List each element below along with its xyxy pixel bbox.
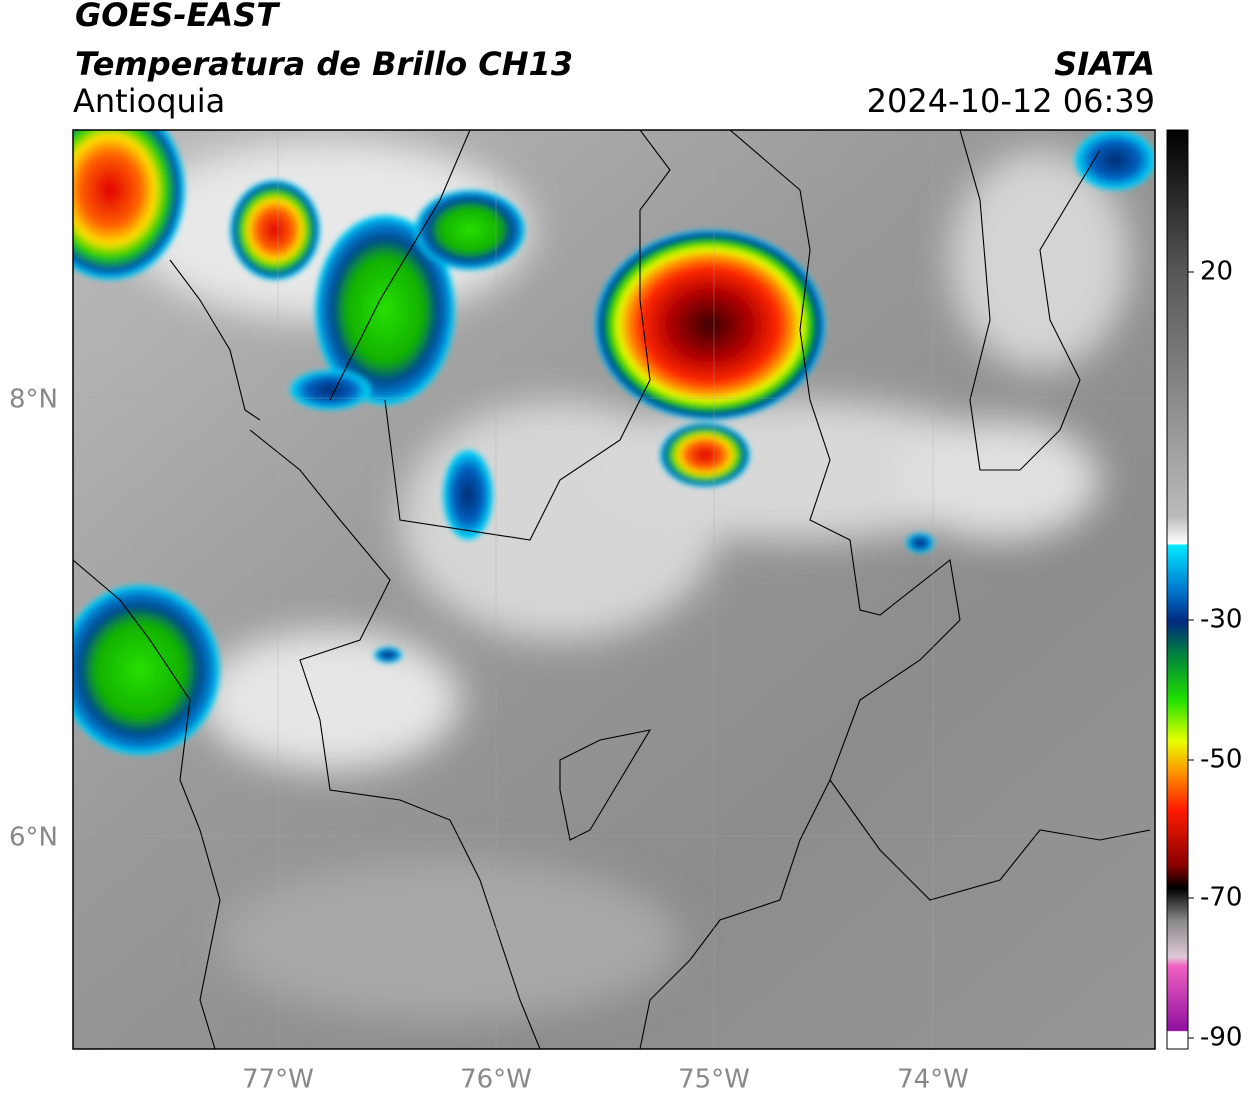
colorbar-label: -70 bbox=[1200, 883, 1242, 913]
graticule bbox=[73, 130, 1155, 1049]
colorbar-label: -90 bbox=[1200, 1023, 1242, 1053]
satellite-image bbox=[73, 130, 1155, 1049]
title: GOES-EAST bbox=[75, 0, 280, 34]
convective-cells bbox=[73, 130, 1155, 755]
colorbar-ticks bbox=[1188, 271, 1194, 1039]
source: SIATA bbox=[1054, 45, 1155, 83]
colorbar-label: 20 bbox=[1200, 257, 1233, 287]
lat-label: 6°N bbox=[9, 823, 58, 853]
lon-label: 75°W bbox=[678, 1065, 750, 1095]
borders bbox=[73, 130, 1151, 1049]
lon-label: 74°W bbox=[897, 1065, 969, 1095]
datetime: 2024-10-12 06:39 bbox=[867, 82, 1155, 120]
lon-label: 77°W bbox=[242, 1065, 314, 1095]
subtitle: Temperatura de Brillo CH13 bbox=[75, 45, 573, 83]
map-frame bbox=[72, 129, 1156, 1050]
colorbar-label: -50 bbox=[1200, 745, 1242, 775]
lat-label: 8°N bbox=[9, 385, 58, 415]
colorbar-label: -30 bbox=[1200, 605, 1242, 635]
region: Antioquia bbox=[73, 82, 225, 120]
lon-label: 76°W bbox=[460, 1065, 532, 1095]
colorbar bbox=[1166, 129, 1189, 1050]
